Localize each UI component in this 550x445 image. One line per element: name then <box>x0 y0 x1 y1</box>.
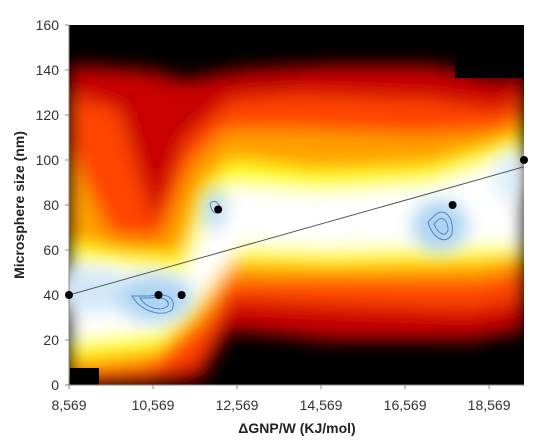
x-tick-labels: 8,569 10,569 12,569 14,569 16,569 18,569 <box>51 385 511 413</box>
y-tick-label: 0 <box>51 377 59 393</box>
data-point <box>520 156 528 164</box>
data-point <box>154 291 163 299</box>
data-point <box>214 205 223 214</box>
y-tick-labels: 0 20 40 60 80 100 120 140 160 <box>36 17 69 393</box>
data-point <box>65 291 73 299</box>
y-tick-label: 20 <box>43 332 59 348</box>
x-tick-label: 14,569 <box>300 397 343 413</box>
y-axis-title: Microsphere size (nm) <box>11 131 27 279</box>
y-tick-label: 160 <box>36 17 60 33</box>
x-tick-label: 8,569 <box>51 397 86 413</box>
trendline-layer <box>69 166 524 296</box>
x-tick-label: 12,569 <box>216 397 259 413</box>
y-tick-label: 100 <box>36 152 60 168</box>
y-tick-label: 80 <box>43 197 59 213</box>
trendline <box>69 166 524 296</box>
heatmap-field <box>69 25 524 385</box>
y-tick-label: 40 <box>43 287 59 303</box>
data-points-layer <box>65 156 528 299</box>
x-tick-label: 16,569 <box>384 397 427 413</box>
y-tick-label: 120 <box>36 107 60 123</box>
y-tick-label: 140 <box>36 62 60 78</box>
x-axis-title: ΔGNP/W (KJ/mol) <box>238 420 355 436</box>
data-point <box>177 291 186 299</box>
data-point <box>448 201 457 209</box>
y-tick-label: 60 <box>43 242 59 258</box>
x-tick-label: 18,569 <box>468 397 511 413</box>
x-tick-label: 10,569 <box>132 397 175 413</box>
